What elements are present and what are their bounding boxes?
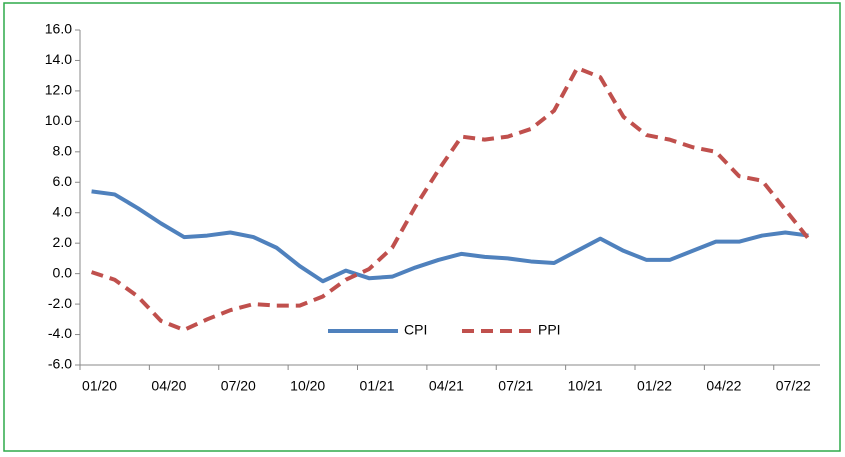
x-tick-label: 07/20 bbox=[221, 378, 256, 394]
x-tick-label: 10/21 bbox=[568, 378, 603, 394]
x-tick-label: 01/21 bbox=[360, 378, 395, 394]
y-tick-label: 16.0 bbox=[45, 21, 72, 37]
x-tick-label: 01/22 bbox=[637, 378, 672, 394]
y-tick-label: 6.0 bbox=[53, 173, 73, 189]
y-tick-label: 2.0 bbox=[53, 234, 73, 250]
frame bbox=[3, 2, 841, 452]
y-tick-label: 12.0 bbox=[45, 82, 72, 98]
legend-label: CPI bbox=[404, 322, 427, 338]
line-series bbox=[91, 189, 809, 284]
y-tick-label: 0.0 bbox=[53, 264, 73, 280]
x-tick-label: 04/20 bbox=[151, 378, 186, 394]
x-tick-label: 01/20 bbox=[82, 378, 117, 394]
x-tick-label: 07/22 bbox=[776, 378, 811, 394]
x-tick-label: 04/22 bbox=[706, 378, 741, 394]
legend-label: PPI bbox=[538, 322, 561, 338]
x-tick-label: 04/21 bbox=[429, 378, 464, 394]
x-tick-label: 10/20 bbox=[290, 378, 325, 394]
y-tick-label: 10.0 bbox=[45, 112, 72, 128]
line-series bbox=[90, 66, 811, 332]
y-tick-label: 8.0 bbox=[53, 143, 73, 159]
y-tick-label: -4.0 bbox=[48, 325, 72, 341]
y-tick-label: 14.0 bbox=[45, 51, 72, 67]
y-tick-label: 4.0 bbox=[53, 203, 73, 219]
y-tick-label: -6.0 bbox=[48, 356, 72, 372]
x-tick-label: 07/21 bbox=[498, 378, 533, 394]
y-tick-label: -2.0 bbox=[48, 295, 72, 311]
